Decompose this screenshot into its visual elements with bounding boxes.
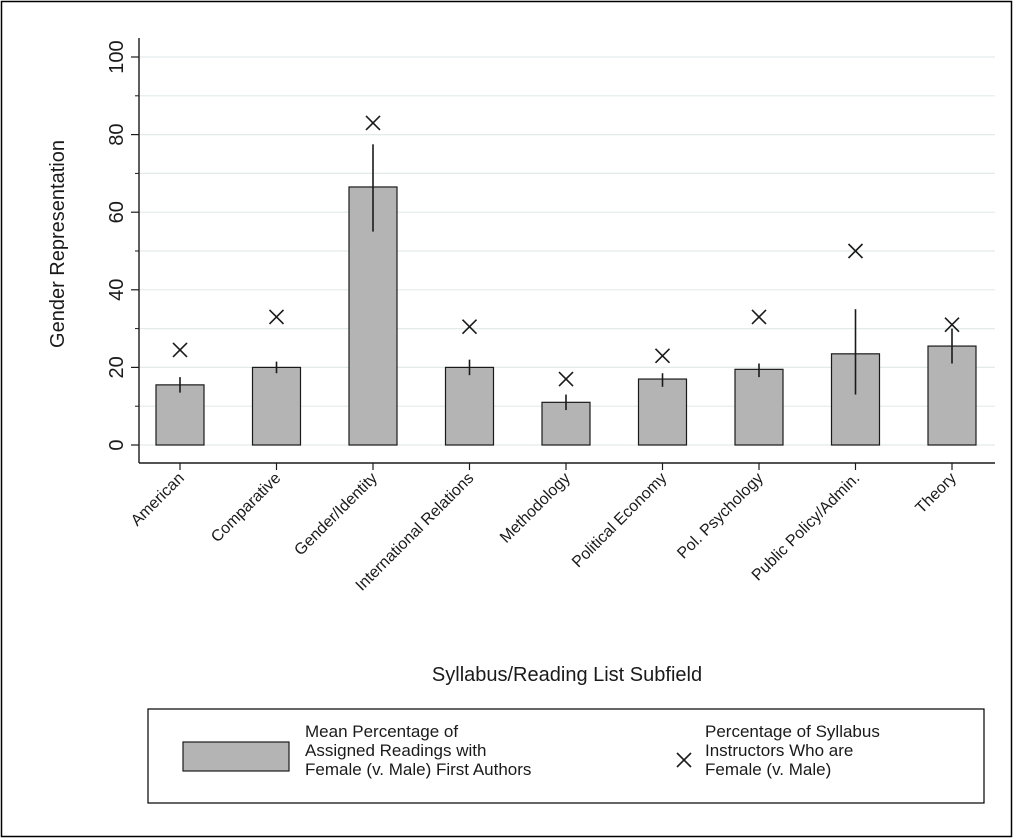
marker-gender-identity	[365, 115, 381, 131]
bar-international-relations	[444, 366, 495, 446]
legend-label-instructors: Percentage of Syllabus Instructors Who ar…	[705, 722, 880, 779]
marker-political-economy	[654, 348, 671, 364]
x-axis-label: Syllabus/Reading List Subfield	[432, 664, 702, 686]
y-tick-label: 20	[106, 356, 128, 378]
legend-bar-swatch	[182, 741, 290, 772]
marker-pol-psychology	[751, 309, 767, 325]
marker-public-policy-admin	[847, 243, 864, 259]
marker-methodology	[558, 371, 574, 387]
bar-political-economy	[637, 378, 688, 446]
bar-american	[155, 384, 205, 446]
marker-international-relations	[461, 319, 478, 335]
legend-line: Female (v. Male)	[705, 760, 831, 779]
legend-x-glyph	[676, 752, 692, 768]
marker-comparative	[268, 309, 285, 325]
error-bars	[179, 144, 953, 411]
y-tick-label: 100	[106, 40, 128, 73]
marker-theory	[944, 317, 960, 333]
legend-line: Female (v. Male) First Authors	[305, 760, 531, 779]
legend: Mean Percentage of Assigned Readings with…	[147, 708, 985, 804]
bar-pol-psychology	[734, 368, 784, 446]
legend-line: Percentage of Syllabus	[705, 722, 880, 741]
legend-line: Mean Percentage of	[305, 722, 458, 741]
y-axis-label: Gender Representation	[47, 140, 69, 348]
instructor-markers	[172, 115, 960, 387]
legend-label-readings: Mean Percentage of Assigned Readings with…	[305, 722, 531, 779]
y-tick-label: 40	[106, 279, 128, 301]
legend-x-marker	[676, 752, 692, 768]
y-tick-label: 0	[106, 439, 128, 450]
y-tick-label: 80	[106, 123, 128, 145]
legend-line: Instructors Who are	[705, 741, 853, 760]
legend-line: Assigned Readings with	[305, 741, 486, 760]
y-tick-label: 60	[106, 201, 128, 223]
bar-comparative	[251, 366, 302, 446]
marker-american	[172, 342, 188, 358]
